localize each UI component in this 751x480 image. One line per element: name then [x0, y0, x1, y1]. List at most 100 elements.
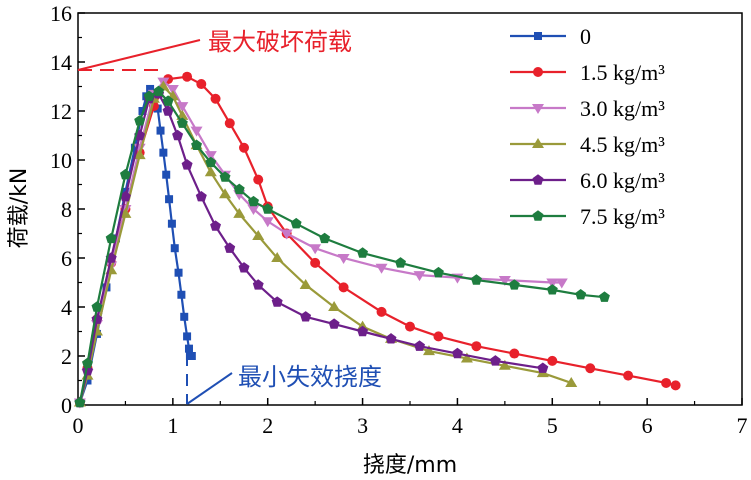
series-layer: [73, 71, 681, 409]
legend-marker: [534, 32, 542, 40]
data-point: [338, 282, 349, 293]
legend-label: 3.0 kg/m³: [580, 96, 665, 121]
data-point: [82, 357, 93, 368]
data-point: [248, 195, 259, 207]
annotations: 最大破坏荷载 最小失效挠度: [77, 28, 382, 405]
data-point: [328, 301, 341, 311]
max-load-leader-line: [77, 39, 201, 71]
x-tick-label: 7: [737, 413, 748, 438]
data-point: [271, 296, 283, 307]
data-point: [219, 171, 231, 182]
y-tick-label: 2: [61, 344, 72, 369]
data-point: [105, 232, 117, 244]
data-point: [177, 290, 186, 299]
legend-label: 0: [580, 24, 591, 49]
legend-marker: [533, 67, 543, 77]
series-line: [78, 92, 543, 403]
legend-item-1: 1.5 kg/m³: [510, 60, 665, 85]
legend-marker: [532, 138, 544, 148]
y-tick-label: 8: [61, 197, 72, 222]
data-point: [319, 232, 331, 244]
series-line: [78, 75, 676, 403]
data-point: [433, 331, 444, 342]
data-point: [452, 347, 463, 359]
data-point: [280, 229, 293, 240]
legend-marker: [532, 104, 544, 114]
data-point: [599, 291, 610, 302]
data-point: [166, 84, 179, 95]
y-tick-label: 0: [61, 393, 72, 418]
series-5: [74, 85, 610, 408]
data-point: [357, 325, 368, 337]
data-point: [210, 220, 221, 231]
data-point: [238, 262, 250, 273]
data-point: [162, 105, 174, 116]
legend-label: 1.5 kg/m³: [580, 60, 665, 85]
data-point: [133, 149, 146, 160]
legend-item-3: 4.5 kg/m³: [510, 132, 665, 157]
data-point: [375, 263, 388, 274]
data-point: [299, 278, 312, 289]
data-point: [146, 84, 155, 93]
y-tick-label: 14: [50, 50, 72, 75]
x-tick-label: 3: [357, 413, 368, 438]
data-point: [328, 318, 340, 329]
data-point: [233, 183, 245, 195]
y-tick-label: 12: [50, 99, 72, 124]
data-point: [252, 229, 265, 240]
data-point: [204, 166, 217, 177]
data-point: [180, 312, 189, 321]
legend-label: 7.5 kg/m³: [580, 204, 665, 229]
data-point: [182, 71, 193, 82]
data-point: [205, 156, 217, 168]
data-point: [91, 301, 103, 312]
series-line: [78, 84, 572, 403]
legend-item-4: 6.0 kg/m³: [510, 168, 665, 193]
data-point: [165, 195, 174, 204]
x-tick-label: 4: [452, 413, 463, 438]
data-point: [170, 244, 179, 253]
data-point: [239, 142, 249, 153]
max-load-annotation: 最大破坏荷载: [208, 28, 352, 56]
data-point: [130, 143, 139, 152]
data-point: [191, 139, 202, 150]
x-tick-label: 1: [167, 413, 178, 438]
legend-label: 4.5 kg/m³: [580, 132, 665, 157]
data-point: [498, 276, 511, 287]
data-point: [376, 306, 387, 317]
series-3: [73, 80, 578, 407]
legend-marker: [532, 174, 544, 185]
data-point: [233, 207, 246, 218]
data-point: [181, 159, 193, 170]
data-point: [385, 333, 397, 344]
data-point: [498, 359, 511, 370]
data-point: [262, 203, 274, 214]
data-point: [162, 95, 174, 106]
data-point: [184, 344, 193, 353]
data-point: [413, 271, 426, 282]
data-point: [247, 205, 260, 215]
y-tick-label: 6: [61, 246, 72, 271]
data-point: [575, 289, 587, 300]
data-point: [143, 90, 155, 101]
legend-item-0: 0: [510, 24, 591, 49]
min-deflection-annotation: 最小失效挠度: [238, 363, 382, 391]
data-point: [290, 217, 302, 229]
data-point: [196, 79, 207, 90]
data-point: [555, 278, 568, 289]
x-tick-label: 5: [547, 413, 558, 438]
series-line: [78, 90, 605, 403]
data-point: [470, 274, 482, 285]
data-point: [670, 380, 681, 391]
data-point: [546, 284, 558, 295]
data-point: [183, 332, 192, 341]
y-axis-title: 荷载/kN: [7, 168, 32, 249]
x-tick-label: 6: [642, 413, 653, 438]
data-point: [224, 242, 236, 253]
x-axis-title: 挠度/mm: [363, 453, 457, 478]
data-point: [83, 376, 92, 385]
data-point: [210, 93, 221, 104]
data-point: [195, 191, 207, 202]
